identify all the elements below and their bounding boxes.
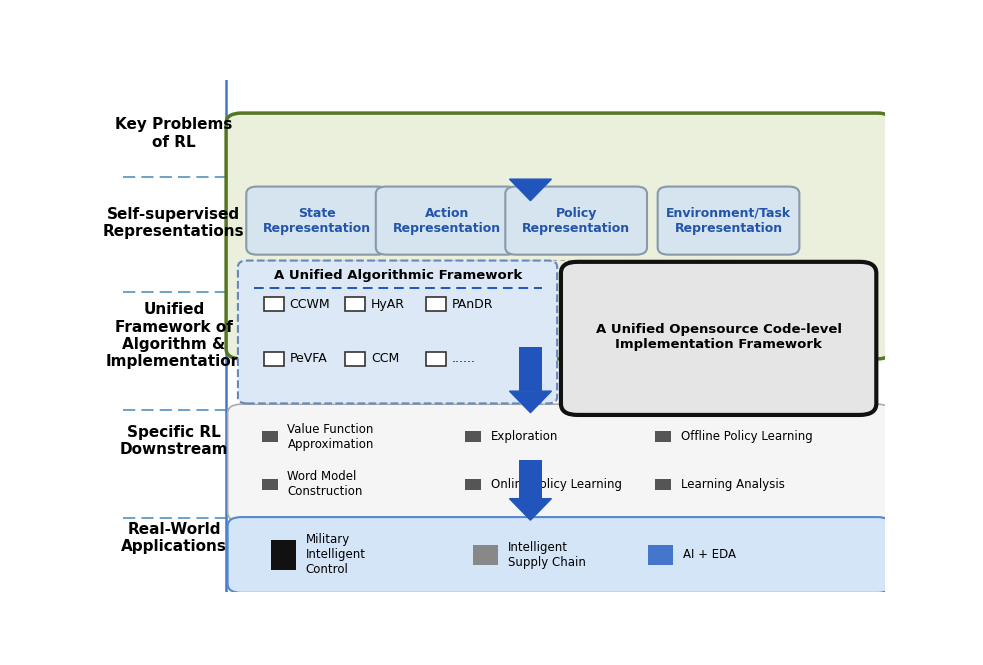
Text: CCWM: CCWM xyxy=(290,297,330,311)
Text: PAnDR: PAnDR xyxy=(452,297,493,311)
FancyBboxPatch shape xyxy=(238,261,557,404)
Text: Online Policy Learning: Online Policy Learning xyxy=(491,478,622,491)
Text: Offline Policy Learning: Offline Policy Learning xyxy=(681,430,813,443)
Text: Specific RL
Downstream: Specific RL Downstream xyxy=(120,424,228,457)
Polygon shape xyxy=(509,391,551,412)
Bar xyxy=(656,479,671,489)
Text: HyAR: HyAR xyxy=(372,297,405,311)
Text: CCM: CCM xyxy=(372,352,399,365)
Text: Key Problems
of RL: Key Problems of RL xyxy=(115,117,233,150)
Text: Intelligent
Supply Chain: Intelligent Supply Chain xyxy=(507,541,586,569)
Text: Environment/Task
Representation: Environment/Task Representation xyxy=(665,207,791,235)
Polygon shape xyxy=(509,179,551,201)
Bar xyxy=(519,460,542,499)
Text: Learning Analysis: Learning Analysis xyxy=(681,478,785,491)
Bar xyxy=(656,432,671,442)
FancyBboxPatch shape xyxy=(376,187,517,255)
Text: Exploration: Exploration xyxy=(491,430,558,443)
Text: State
Representation: State Representation xyxy=(263,207,372,235)
FancyBboxPatch shape xyxy=(247,187,388,255)
Bar xyxy=(473,545,497,565)
Polygon shape xyxy=(509,499,551,520)
Bar xyxy=(263,297,284,311)
Bar xyxy=(426,297,446,311)
FancyBboxPatch shape xyxy=(228,404,892,521)
Text: A Unified Opensource Code-level
Implementation Framework: A Unified Opensource Code-level Implemen… xyxy=(596,323,841,351)
Bar xyxy=(263,352,284,366)
Text: PeVFA: PeVFA xyxy=(290,352,327,365)
FancyBboxPatch shape xyxy=(226,113,893,359)
FancyBboxPatch shape xyxy=(228,517,892,593)
Bar xyxy=(519,347,542,391)
Bar xyxy=(345,352,365,366)
Text: Military
Intelligent
Control: Military Intelligent Control xyxy=(306,533,366,577)
FancyBboxPatch shape xyxy=(658,187,799,255)
Text: Real-World
Applications: Real-World Applications xyxy=(121,522,227,555)
Bar xyxy=(465,432,481,442)
Text: Action
Representation: Action Representation xyxy=(392,207,500,235)
Bar xyxy=(465,479,481,489)
FancyBboxPatch shape xyxy=(561,262,876,415)
Text: Value Function
Approximation: Value Function Approximation xyxy=(287,423,374,451)
Text: Self-supervised
Representations: Self-supervised Representations xyxy=(103,207,245,239)
Text: Policy
Representation: Policy Representation xyxy=(522,207,630,235)
Text: AI + EDA: AI + EDA xyxy=(683,549,736,561)
Bar xyxy=(270,540,296,570)
Bar xyxy=(648,545,673,565)
Text: ......: ...... xyxy=(452,352,476,365)
Text: A Unified Algorithmic Framework: A Unified Algorithmic Framework xyxy=(273,269,522,283)
Bar xyxy=(261,432,277,442)
Bar xyxy=(345,297,365,311)
Text: Unified
Framework of
Algorithm &
Implementation: Unified Framework of Algorithm & Impleme… xyxy=(105,302,242,370)
Bar xyxy=(426,352,446,366)
Text: Word Model
Construction: Word Model Construction xyxy=(287,470,363,498)
Bar xyxy=(261,479,277,489)
FancyBboxPatch shape xyxy=(505,187,647,255)
